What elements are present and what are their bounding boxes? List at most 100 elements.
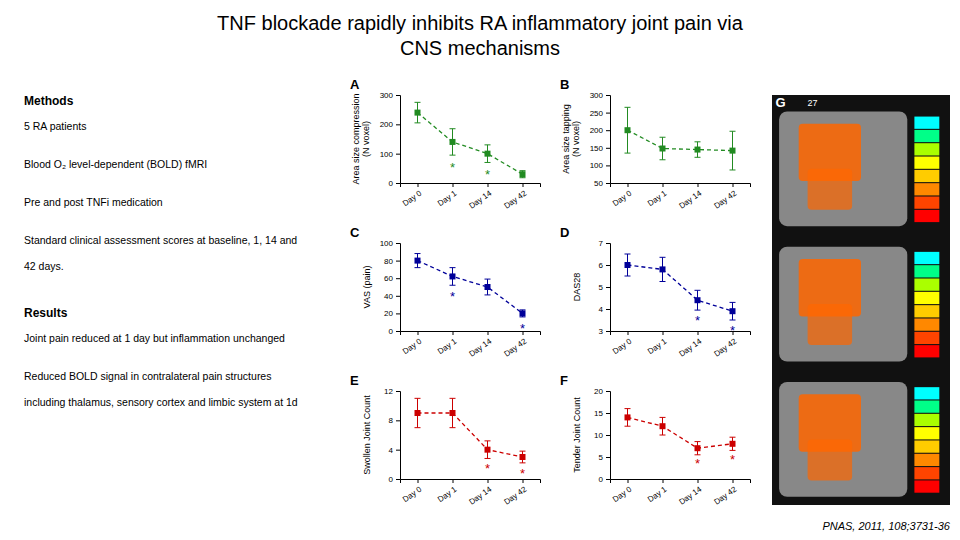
axis-line xyxy=(606,392,611,480)
y-axis-label: Area size tapping(N voxel) xyxy=(561,104,581,174)
body-text: Joint pain reduced at 1 day but inflamma… xyxy=(24,332,285,344)
image-background xyxy=(772,95,950,505)
marker xyxy=(450,410,456,416)
x-tick-label: Day 1 xyxy=(436,188,459,208)
y-axis-label: DAS28 xyxy=(572,273,582,302)
x-tick: Day 1 xyxy=(646,479,669,504)
colorbar-cell xyxy=(914,157,939,169)
x-tick-mark xyxy=(453,183,454,187)
x-tick-label: Day 0 xyxy=(401,484,424,504)
x-tick: Day 1 xyxy=(436,479,459,504)
x-tick-label: Day 14 xyxy=(467,484,493,506)
error-bar xyxy=(520,310,526,317)
colorbar-cell xyxy=(914,387,939,399)
x-tick-label: Day 14 xyxy=(677,188,703,210)
y-tick: 100 xyxy=(380,239,400,248)
error-bar xyxy=(520,451,526,463)
y-tick-label: 0 xyxy=(599,475,604,484)
marks xyxy=(415,398,526,463)
error-bar xyxy=(450,268,456,286)
axis-line xyxy=(396,96,401,184)
colorbar-cell xyxy=(914,414,939,426)
y-tick-mark xyxy=(396,278,400,279)
colorbar-cell xyxy=(914,332,939,344)
marker xyxy=(520,310,526,316)
x-tick: Day 42 xyxy=(712,479,738,507)
x-tick: Day 0 xyxy=(611,479,634,504)
y-tick-label: 10 xyxy=(594,431,603,440)
line xyxy=(628,265,733,311)
line xyxy=(418,261,523,314)
y-axis: 020406080100 xyxy=(380,239,401,336)
y-tick-label: 4 xyxy=(599,305,604,314)
x-tick-mark xyxy=(453,479,454,483)
x-tick: Day 14 xyxy=(467,479,493,507)
hot-spot xyxy=(808,169,853,210)
error-bar xyxy=(660,417,666,435)
title: CNS mechanisms xyxy=(400,37,560,59)
y-tick: 0 xyxy=(389,179,400,188)
error-bar xyxy=(695,290,701,310)
body-text: including thalamus, sensory cortex and l… xyxy=(24,396,298,408)
brain-slice xyxy=(779,247,907,362)
x-tick-label: Day 0 xyxy=(401,336,424,356)
colorbar-cell xyxy=(914,143,939,155)
colorbar-cell xyxy=(914,400,939,412)
y-tick-label: 4 xyxy=(389,446,394,455)
x-tick-mark xyxy=(488,331,489,335)
y-tick: 50 xyxy=(594,179,610,188)
y-tick-mark xyxy=(396,313,400,314)
marker xyxy=(730,308,736,314)
colorbar-cell xyxy=(914,318,939,330)
error-bar xyxy=(415,102,421,123)
x-tick-label: Day 0 xyxy=(401,188,424,208)
x-tick: Day 0 xyxy=(611,331,634,356)
colorbar-cell xyxy=(914,279,939,291)
section-header: Methods xyxy=(24,94,74,108)
colorbar-cell xyxy=(914,292,939,304)
x-axis: Day 0 Day 1 Day 14 Day 42 xyxy=(611,479,751,507)
section-header: Results xyxy=(24,306,68,320)
error-bar xyxy=(695,442,701,455)
body-text: Reduced BOLD signal in contralateral pai… xyxy=(24,370,271,382)
error-bar xyxy=(730,437,736,450)
marker xyxy=(485,151,491,157)
y-axis: 04812 xyxy=(384,387,400,484)
x-tick: Day 0 xyxy=(611,183,634,208)
y-tick: 6 xyxy=(599,261,610,270)
y-tick-label: 0 xyxy=(389,475,394,484)
colorbar-cell xyxy=(914,440,939,452)
y-axis: 50 100 150 200 250 300 xyxy=(590,91,611,188)
line xyxy=(628,130,733,150)
y-tick-label: 250 xyxy=(590,109,604,118)
y-tick: 200 xyxy=(590,126,610,135)
y-tick-label: 50 xyxy=(594,179,603,188)
error-bar xyxy=(660,137,666,160)
colorbar-cell xyxy=(914,345,939,357)
y-tick: 12 xyxy=(384,387,400,396)
y-tick: 150 xyxy=(590,144,610,153)
annotation: * xyxy=(485,167,490,182)
x-tick-label: Day 1 xyxy=(646,484,669,504)
y-tick-label: 300 xyxy=(380,91,394,100)
marker xyxy=(660,266,666,272)
colorbar-cell xyxy=(914,467,939,479)
y-tick-mark xyxy=(606,287,610,288)
y-axis-label: Swollen Joint Count xyxy=(362,395,372,475)
error-bar xyxy=(730,131,736,170)
y-tick-label: 5 xyxy=(599,453,604,462)
marker xyxy=(730,441,736,447)
axis-line xyxy=(401,184,541,188)
marker xyxy=(695,297,701,303)
x-tick: Day 14 xyxy=(677,479,703,507)
axis-line xyxy=(396,392,401,480)
y-tick-mark xyxy=(606,183,610,184)
marker xyxy=(520,171,526,177)
y-tick-label: 100 xyxy=(590,161,604,170)
y-tick-label: 300 xyxy=(590,91,604,100)
axis-line xyxy=(396,244,401,332)
panel: FDay 0Day 1Day 14Day 4205101520Tender Jo… xyxy=(560,373,751,507)
y-tick-mark xyxy=(396,450,400,451)
y-axis: 05101520 xyxy=(594,387,610,484)
y-tick: 0 xyxy=(389,475,400,484)
